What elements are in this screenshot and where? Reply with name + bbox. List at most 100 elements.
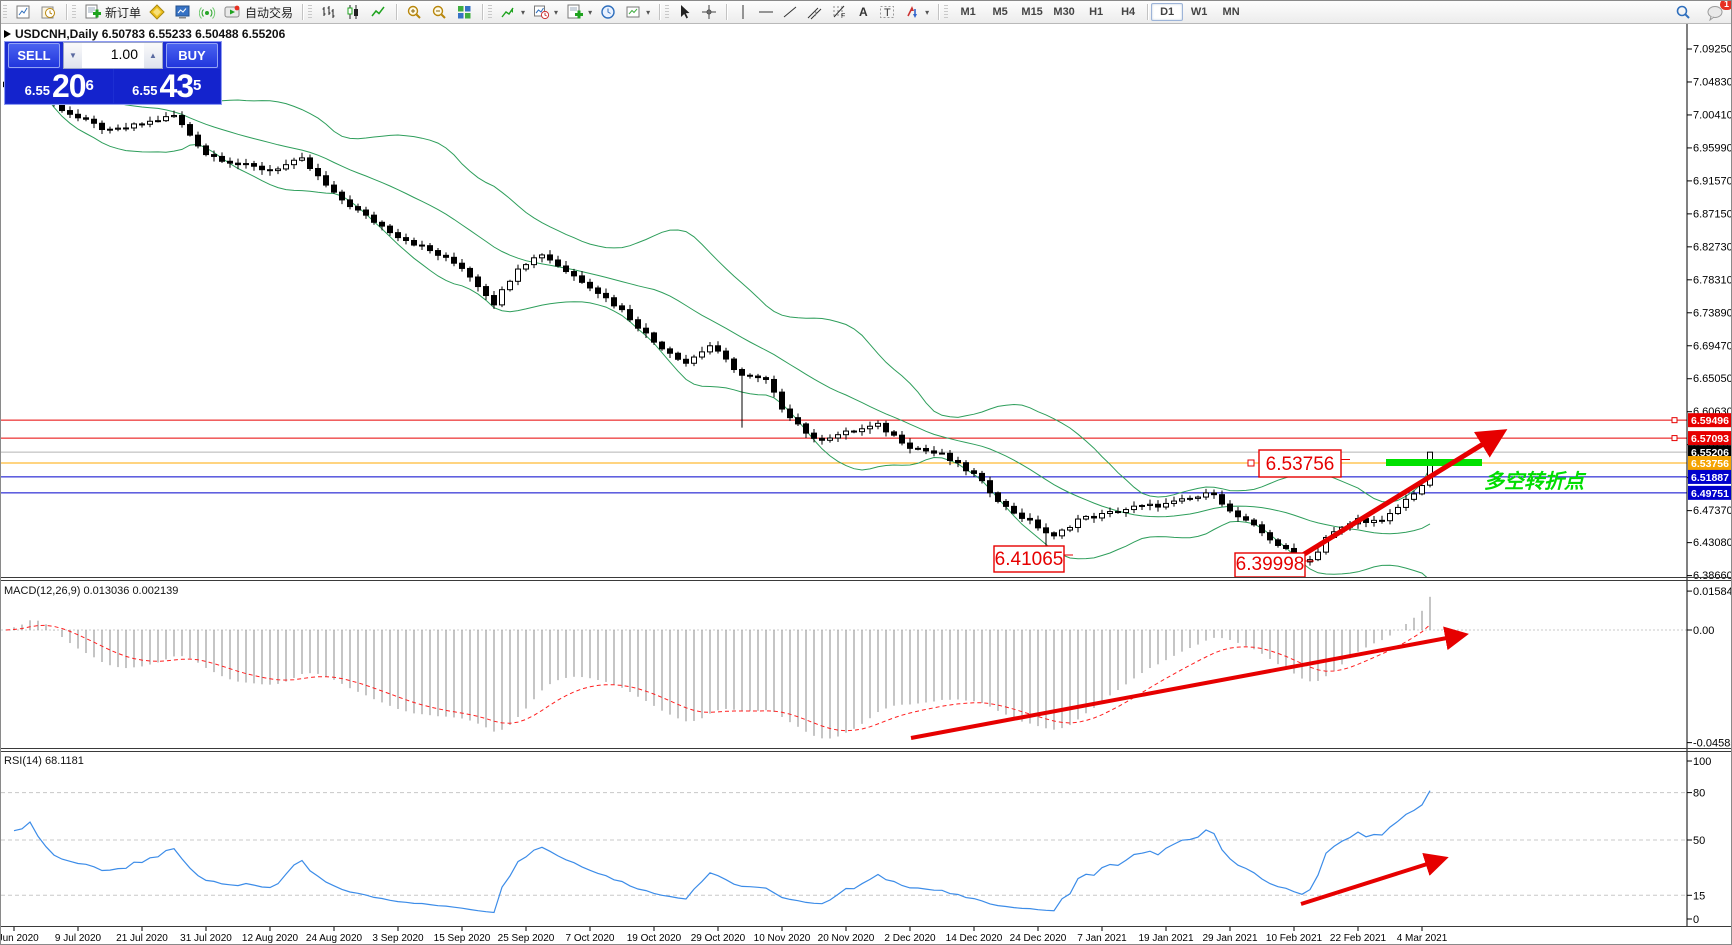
svg-text:6.91570: 6.91570 [1693,175,1732,187]
timeframe-m1[interactable]: M1 [960,6,976,18]
svg-text:6.65050: 6.65050 [1693,373,1732,385]
equidistant-channel-button[interactable] [802,2,827,22]
svg-text:7 Jan 2021: 7 Jan 2021 [1077,933,1127,944]
bar-chart-button[interactable] [316,2,341,22]
svg-text:50: 50 [1693,835,1705,847]
sell-price[interactable]: 6.55 20 6 [6,69,113,103]
trendline-button[interactable] [778,2,802,22]
timeframe-w1[interactable]: W1 [1190,6,1208,18]
cursor-button[interactable] [673,2,697,22]
svg-text:31 Jul 2020: 31 Jul 2020 [180,933,232,944]
auto-scroll-clock-button[interactable] [596,2,621,22]
svg-text:6.82730: 6.82730 [1693,241,1732,253]
svg-text:6.39998: 6.39998 [1236,554,1305,575]
buy-price-small: 6.55 [132,83,158,98]
volume-decrease-button[interactable]: ▼ [64,43,82,68]
buy-price[interactable]: 6.55 43 5 [113,69,220,103]
svg-text:20 Nov 2020: 20 Nov 2020 [818,933,875,944]
timeframe-d1[interactable]: D1 [1151,3,1184,21]
volume-increase-button[interactable]: ▲ [144,43,162,68]
svg-text:6.41065: 6.41065 [995,549,1064,570]
notifications-icon[interactable]: 1 [1702,1,1731,23]
text-button[interactable]: A [852,2,875,22]
arrows-button[interactable]: ▾ [900,2,933,22]
svg-text:9 Jul 2020: 9 Jul 2020 [55,933,102,944]
crosshair-button[interactable] [697,2,721,22]
svg-text:-0.045854: -0.045854 [1693,738,1732,750]
timeframe-mn[interactable]: MN [1222,6,1240,18]
candlestick-chart-button[interactable] [341,2,366,22]
sell-price-big: 20 [51,68,87,104]
buy-price-sup: 5 [193,77,202,94]
svg-text:4 Mar 2021: 4 Mar 2021 [1397,933,1448,944]
toolbar-grip[interactable] [3,5,7,19]
svg-text:6.53756: 6.53756 [1691,458,1729,470]
middle-band [37,75,1431,535]
svg-text:7.09250: 7.09250 [1693,44,1732,56]
periods-button[interactable]: ▾ [529,2,562,22]
tile-windows-button[interactable] [452,2,477,22]
volume-field: ▼ 1.00 ▲ [63,42,163,69]
svg-text:15: 15 [1693,890,1705,902]
svg-text:6.95990: 6.95990 [1693,142,1732,154]
trend-arrow-rsi [1300,852,1449,906]
new-chart-button[interactable] [11,2,36,22]
svg-text:24 Aug 2020: 24 Aug 2020 [306,933,363,944]
signals-button[interactable] [195,2,220,22]
svg-text:6.53756: 6.53756 [1266,454,1335,475]
svg-text:10 Feb 2021: 10 Feb 2021 [1266,933,1323,944]
svg-text:T: T [884,7,891,19]
zoom-out-button[interactable] [427,2,452,22]
zoom-in-button[interactable] [402,2,427,22]
svg-text:7.00410: 7.00410 [1693,109,1732,121]
svg-text:19 Oct 2020: 19 Oct 2020 [627,933,682,944]
svg-text:6.47370: 6.47370 [1693,505,1732,517]
svg-text:14 Dec 2020: 14 Dec 2020 [946,933,1003,944]
fibonacci-button[interactable]: F [827,2,852,22]
new-order-button[interactable]: 新订单 [80,2,145,23]
sell-price-small: 6.55 [24,83,50,98]
ohlc-high: 6.55233 [148,27,192,41]
svg-text:6.78310: 6.78310 [1693,274,1732,286]
svg-text:80: 80 [1693,788,1705,800]
svg-text:6.69470: 6.69470 [1693,340,1732,352]
strategy-tester-button[interactable] [36,2,61,22]
timeframe-m30[interactable]: M30 [1053,6,1075,18]
svg-text:A: A [859,5,868,19]
search-icon[interactable] [1670,2,1696,23]
svg-text:6.87150: 6.87150 [1693,208,1732,220]
metaeditor-button[interactable] [145,2,170,22]
svg-text:F: F [841,13,845,20]
svg-text:100: 100 [1693,756,1711,768]
timeframe-m5[interactable]: M5 [992,6,1008,18]
annotation-text: 多空转折点 [1484,470,1587,493]
rsi-value: 68.1181 [44,755,84,767]
autotrading-button[interactable]: 自动交易 [220,2,297,23]
timeframe-h1[interactable]: H1 [1089,6,1104,18]
volume-value[interactable]: 1.00 [110,46,138,62]
svg-text:6.59496: 6.59496 [1691,415,1729,427]
timeframe-m15[interactable]: M15 [1021,6,1043,18]
lower-band [37,90,1428,577]
svg-text:7.04830: 7.04830 [1693,76,1732,88]
vertical-line-button[interactable] [732,2,754,22]
svg-text:19 Jan 2021: 19 Jan 2021 [1138,933,1193,944]
line-chart-button[interactable] [366,2,391,22]
svg-text:6.38660: 6.38660 [1693,570,1732,582]
rsi-line [13,790,1431,914]
rsi-pane: 100 80 50 15 0 [1,756,1711,926]
main-chart-plot-area[interactable] [1,23,1687,577]
templates-button[interactable]: ▾ [562,2,596,22]
one-click-collapse-icon[interactable] [4,30,11,38]
indicators-button[interactable]: ▾ [496,2,529,22]
terminal-button[interactable] [170,2,195,22]
horizontal-line-button[interactable] [754,2,778,22]
chart-shift-button[interactable]: ▾ [621,2,654,22]
svg-text:29 Oct 2020: 29 Oct 2020 [691,933,746,944]
macd-value-signal: 0.002139 [132,585,179,597]
timeframe-h4[interactable]: H4 [1121,6,1136,18]
text-label-button[interactable]: T [875,2,900,22]
buy-button[interactable]: BUY [166,43,218,68]
sell-button[interactable]: SELL [8,43,60,68]
